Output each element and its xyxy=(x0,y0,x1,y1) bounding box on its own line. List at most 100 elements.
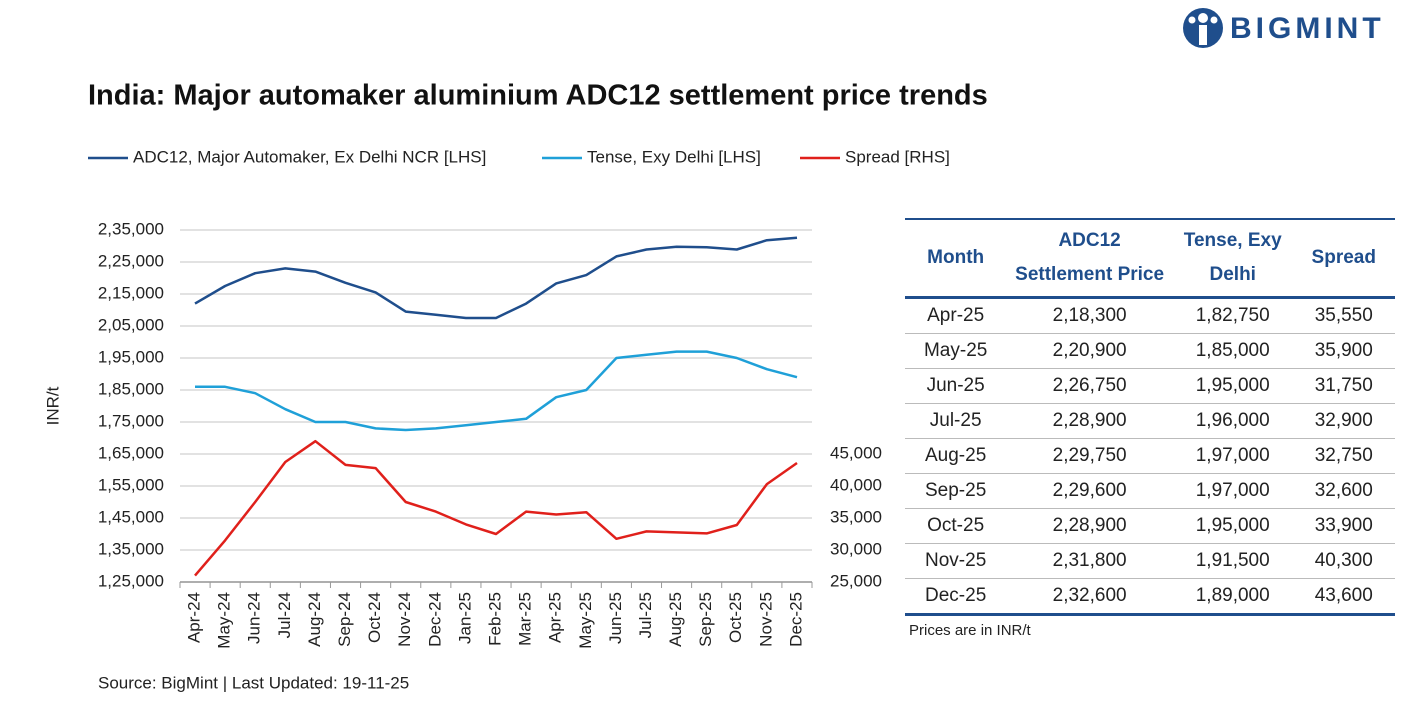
series-line xyxy=(195,350,798,432)
x-tick-label: Dec-24 xyxy=(425,592,444,647)
table-cell: Nov-25 xyxy=(905,543,1007,579)
y2-tick-label: 40,000 xyxy=(830,475,882,494)
table-row: Jul-25 2,28,900 1,96,000 32,900 xyxy=(905,403,1395,439)
table-cell: 32,600 xyxy=(1292,473,1395,509)
x-tick-label: Jun-25 xyxy=(606,592,625,644)
x-tick-label: Aug-25 xyxy=(666,592,685,647)
x-tick-label: Jun-24 xyxy=(245,592,264,644)
table-cell: Aug-25 xyxy=(905,438,1007,474)
y-tick-label: 2,05,000 xyxy=(98,315,164,334)
x-tick-label: Jan-25 xyxy=(455,592,474,644)
table-cell: 2,31,800 xyxy=(1006,543,1173,579)
logo-icon xyxy=(1183,8,1223,48)
series-line xyxy=(194,236,798,320)
y2-tick-label: 35,000 xyxy=(830,507,882,526)
y-tick-label: 2,35,000 xyxy=(98,219,164,238)
table-cell: 31,750 xyxy=(1292,368,1395,404)
table-row: May-25 2,20,900 1,85,000 35,900 xyxy=(905,333,1395,369)
y2-tick-label: 30,000 xyxy=(830,539,882,558)
x-tick-label: Aug-24 xyxy=(305,592,324,647)
x-tick-label: Dec-25 xyxy=(786,592,805,647)
legend-label: ADC12, Major Automaker, Ex Delhi NCR [LH… xyxy=(133,147,486,166)
chart-title: India: Major automaker aluminium ADC12 s… xyxy=(88,80,988,112)
table-row: Nov-25 2,31,800 1,91,500 40,300 xyxy=(905,543,1395,579)
table-cell: 1,89,000 xyxy=(1172,578,1293,616)
data-table: Month ADC12 Settlement Price Tense, Exy De… xyxy=(905,218,1395,616)
x-tick-label: Nov-24 xyxy=(395,592,414,647)
table-row: Dec-25 2,32,600 1,89,000 43,600 xyxy=(905,578,1395,616)
table-row: Jun-25 2,26,750 1,95,000 31,750 xyxy=(905,368,1395,404)
series-line xyxy=(194,439,798,577)
legend-label: Spread [RHS] xyxy=(845,147,950,166)
y-tick-label: 1,65,000 xyxy=(98,443,164,462)
table-cell: 1,82,750 xyxy=(1172,297,1293,334)
table-cell: 2,18,300 xyxy=(1006,297,1173,334)
y-tick-label: 1,25,000 xyxy=(98,571,164,590)
table-cell: 2,20,900 xyxy=(1006,333,1173,369)
table-cell: 1,97,000 xyxy=(1172,473,1293,509)
table-cell: 40,300 xyxy=(1292,543,1395,579)
table-cell: 2,29,600 xyxy=(1006,473,1173,509)
x-tick-label: May-25 xyxy=(576,592,595,649)
table-cell: Dec-25 xyxy=(905,578,1007,616)
column-header: Spread xyxy=(1292,218,1395,299)
y-tick-label: 1,85,000 xyxy=(98,379,164,398)
table-cell: Jul-25 xyxy=(905,403,1007,439)
x-tick-label: Oct-24 xyxy=(365,592,384,643)
y-axis-label: INR/t xyxy=(43,386,62,425)
table-cell: 1,95,000 xyxy=(1172,508,1293,544)
y-tick-label: 1,75,000 xyxy=(98,411,164,430)
table-row: Apr-25 2,18,300 1,82,750 35,550 xyxy=(905,297,1395,334)
y2-tick-label: 45,000 xyxy=(830,443,882,462)
x-tick-label: May-24 xyxy=(215,592,234,649)
y-tick-label: 1,35,000 xyxy=(98,539,164,558)
table-cell: Oct-25 xyxy=(905,508,1007,544)
table-cell: 43,600 xyxy=(1292,578,1395,616)
table-cell: 1,96,000 xyxy=(1172,403,1293,439)
table-cell: 2,28,900 xyxy=(1006,508,1173,544)
table-cell: May-25 xyxy=(905,333,1007,369)
column-header: Month xyxy=(905,218,1007,299)
table-body: Apr-25 2,18,300 1,82,750 35,550 May-25 2,20,9… xyxy=(905,297,1395,616)
table-cell: 32,900 xyxy=(1292,403,1395,439)
x-tick-label: Jul-24 xyxy=(275,592,294,638)
table-cell: Apr-25 xyxy=(905,297,1007,334)
table-cell: 2,26,750 xyxy=(1006,368,1173,404)
table-cell: 32,750 xyxy=(1292,438,1395,474)
x-tick-label: Sep-24 xyxy=(335,592,354,647)
legend-label: Tense, Exy Delhi [LHS] xyxy=(587,147,761,166)
table-cell: 2,32,600 xyxy=(1006,578,1173,616)
x-tick-label: Apr-24 xyxy=(185,592,204,643)
x-tick-label: Oct-25 xyxy=(726,592,745,643)
x-tick-label: Sep-25 xyxy=(696,592,715,647)
table-cell: Sep-25 xyxy=(905,473,1007,509)
table-row: Oct-25 2,28,900 1,95,000 33,900 xyxy=(905,508,1395,544)
table-cell: 2,29,750 xyxy=(1006,438,1173,474)
table-row: Aug-25 2,29,750 1,97,000 32,750 xyxy=(905,438,1395,474)
table-cell: 33,900 xyxy=(1292,508,1395,544)
source-note: Source: BigMint | Last Updated: 19-11-25 xyxy=(98,673,409,692)
x-tick-label: Jul-25 xyxy=(636,592,655,638)
x-tick-label: Mar-25 xyxy=(516,592,535,646)
column-header: ADC12 Settlement Price xyxy=(1006,218,1173,299)
table-cell: 1,85,000 xyxy=(1172,333,1293,369)
x-tick-label: Apr-25 xyxy=(546,592,565,643)
y2-tick-label: 25,000 xyxy=(830,571,882,590)
logo: BIGMINT xyxy=(1230,12,1385,45)
x-tick-label: Feb-25 xyxy=(485,592,504,646)
y-tick-label: 1,45,000 xyxy=(98,507,164,526)
y-tick-label: 1,55,000 xyxy=(98,475,164,494)
y-tick-label: 1,95,000 xyxy=(98,347,164,366)
table-cell: 1,91,500 xyxy=(1172,543,1293,579)
table-cell: 2,28,900 xyxy=(1006,403,1173,439)
column-header: Tense, Exy Delhi xyxy=(1172,218,1293,299)
table-cell: 35,550 xyxy=(1292,297,1395,334)
table-note: Prices are in INR/t xyxy=(909,622,1031,639)
table-cell: 1,95,000 xyxy=(1172,368,1293,404)
table-header: Month ADC12 Settlement Price Tense, Exy De… xyxy=(905,218,1395,299)
y-tick-label: 2,15,000 xyxy=(98,283,164,302)
table-cell: Jun-25 xyxy=(905,368,1007,404)
x-tick-label: Nov-25 xyxy=(756,592,775,647)
